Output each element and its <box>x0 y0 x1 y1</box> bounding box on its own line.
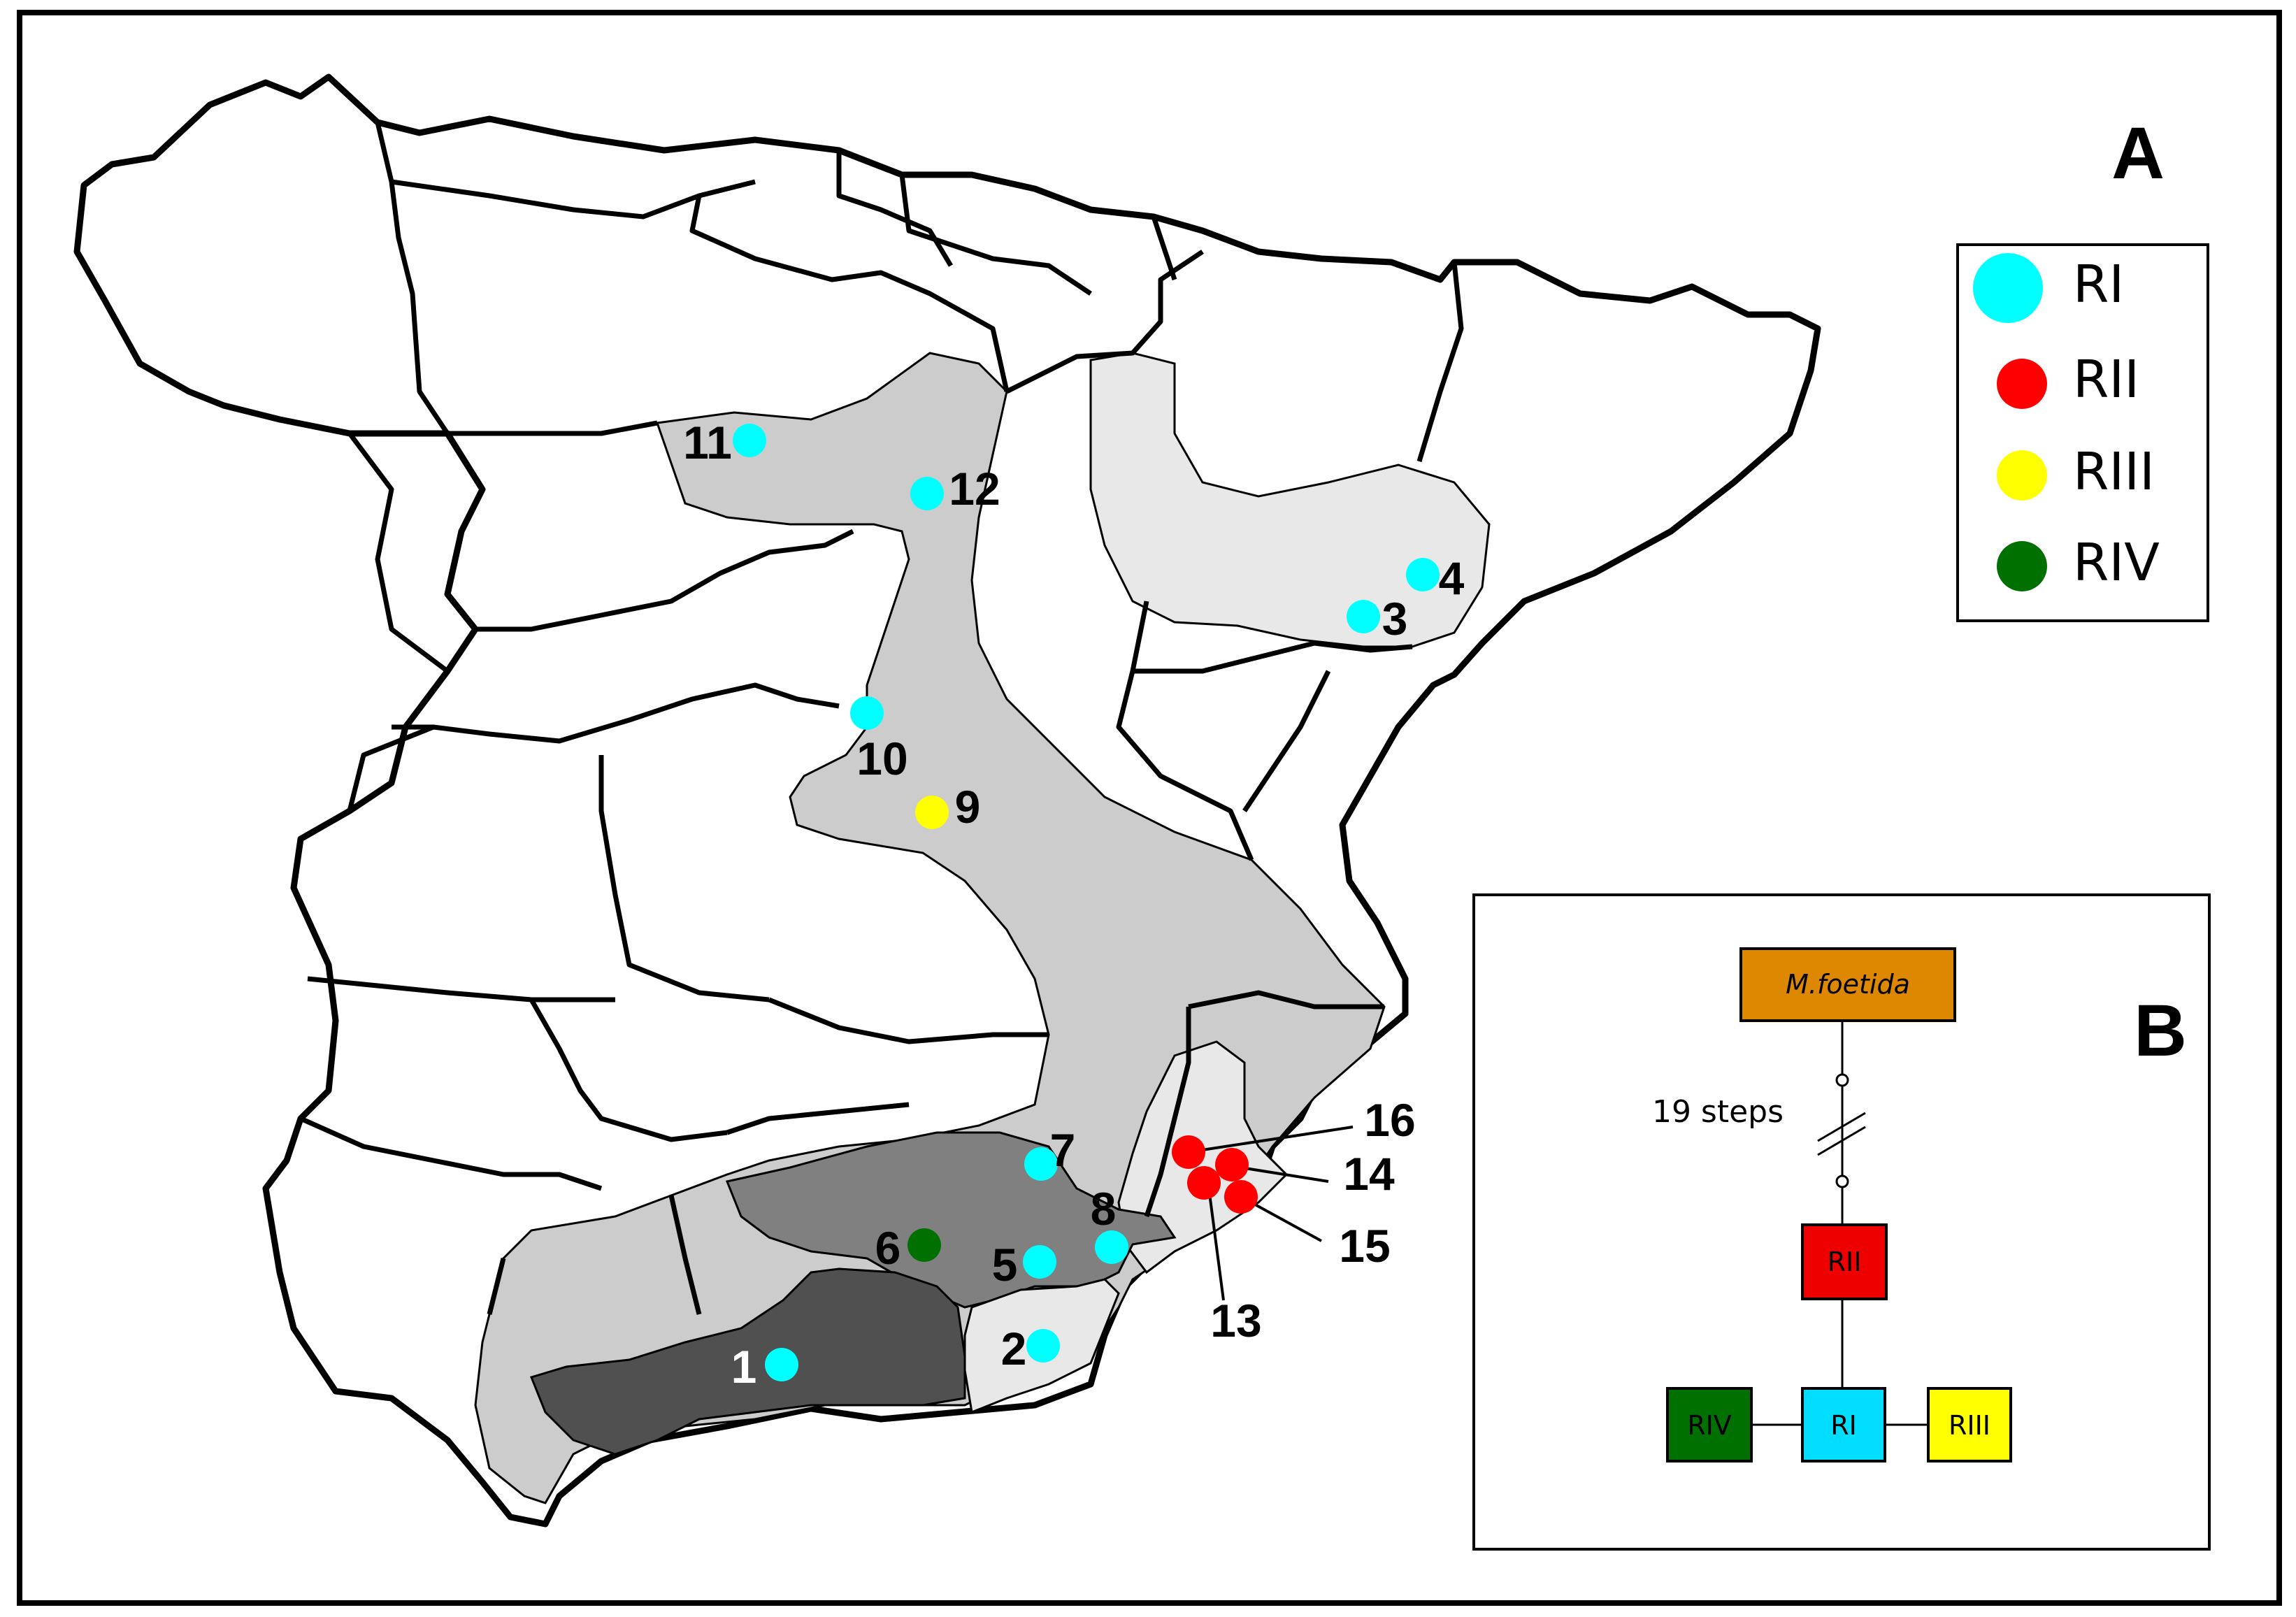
site-marker-11 <box>733 424 766 457</box>
outgroup-box <box>1739 947 1956 1022</box>
site-marker-10 <box>850 696 884 730</box>
site-marker-8 <box>1095 1230 1128 1264</box>
haplotype-box-ri <box>1801 1387 1886 1463</box>
site-marker-6 <box>907 1228 941 1262</box>
zone-sierra-nevada-darkest <box>529 1267 966 1456</box>
haplotype-label-ri: RI <box>1830 1410 1857 1441</box>
legend-label-rii: RII <box>2073 350 2139 410</box>
site-label-9: 9 <box>955 781 981 833</box>
outgroup-label: M.foetida <box>1786 969 1910 1000</box>
site-marker-7 <box>1024 1147 1058 1181</box>
haplotype-box-riii <box>1927 1387 2012 1463</box>
legend-swatch-riv <box>1997 541 2047 591</box>
legend-swatch-riii <box>1997 450 2047 501</box>
site-label-4: 4 <box>1439 552 1465 604</box>
site-marker-13 <box>1187 1166 1221 1200</box>
site-label-7: 7 <box>1050 1124 1076 1176</box>
site-marker-15 <box>1224 1180 1258 1214</box>
haplotype-box-rii <box>1801 1223 1888 1300</box>
site-marker-9 <box>915 796 949 829</box>
haplotype-network-panel: B 19 steps M.foetida RII RI RIV RIII <box>1472 893 2211 1551</box>
haplotype-label-rii: RII <box>1828 1246 1862 1277</box>
site-label-12: 12 <box>949 463 1000 515</box>
site-marker-4 <box>1406 558 1440 591</box>
site-label-14: 14 <box>1343 1148 1395 1200</box>
haplotype-label-riv: RIV <box>1687 1410 1732 1441</box>
site-marker-14 <box>1215 1148 1249 1181</box>
site-marker-16 <box>1172 1135 1205 1169</box>
panel-b-letter: B <box>2134 990 2187 1072</box>
site-label-11: 11 <box>683 417 732 468</box>
site-label-10: 10 <box>856 733 907 784</box>
site-marker-1 <box>765 1348 798 1381</box>
site-marker-12 <box>910 477 944 510</box>
site-label-5: 5 <box>992 1239 1018 1291</box>
zone-betic-dark <box>725 1131 1177 1309</box>
site-marker-2 <box>1026 1329 1060 1363</box>
site-label-1: 1 <box>731 1341 757 1393</box>
region-borders <box>299 122 1464 1315</box>
legend-label-ri: RI <box>2073 254 2124 315</box>
legend-swatch-ri <box>1973 253 2043 323</box>
site-marker-3 <box>1347 600 1380 633</box>
haplotype-box-riv <box>1666 1387 1753 1463</box>
legend: RI RII RIII RIV <box>1956 243 2209 622</box>
site-label-16: 16 <box>1364 1094 1415 1146</box>
mutation-step-top <box>1835 1073 1849 1087</box>
site-label-15: 15 <box>1339 1220 1390 1272</box>
break-marks <box>1817 1112 1866 1156</box>
mutation-step-bottom <box>1835 1174 1849 1188</box>
panel-a-letter: A <box>2111 113 2165 194</box>
site-label-2: 2 <box>1001 1323 1027 1374</box>
site-label-6: 6 <box>875 1222 901 1274</box>
site-label-13: 13 <box>1210 1295 1261 1346</box>
legend-items: RI RII RIII RIV <box>1973 253 2160 593</box>
steps-label: 19 steps <box>1652 1094 1784 1130</box>
legend-label-riv: RIV <box>2073 533 2160 593</box>
network-edges <box>1751 1021 1928 1426</box>
legend-label-riii: RIII <box>2073 442 2155 502</box>
haplotype-label-riii: RIII <box>1949 1410 1990 1441</box>
legend-swatch-rii <box>1997 359 2047 409</box>
site-marker-5 <box>1023 1245 1056 1279</box>
site-label-8: 8 <box>1091 1183 1117 1235</box>
site-label-3: 3 <box>1382 593 1408 645</box>
